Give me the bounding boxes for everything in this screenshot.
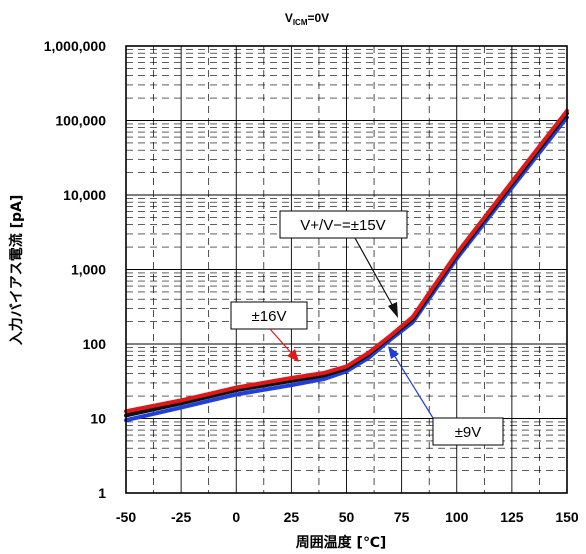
annotation-15v-label: V+/V−=±15V <box>300 217 385 234</box>
annotation-16v-arrowhead <box>287 349 299 362</box>
annotation-9v: ±9V <box>388 346 504 446</box>
x-tick-label: -25 <box>171 509 191 525</box>
annotation-9v-arrowhead <box>388 346 399 359</box>
annotation-15v-box <box>279 210 408 239</box>
x-tick-label: 150 <box>555 509 579 525</box>
x-tick-label: 25 <box>284 509 300 525</box>
y-tick-label: 1,000,000 <box>44 38 106 54</box>
chart-title-sub: ICM <box>293 18 308 27</box>
annotation-16v-arrow <box>269 328 295 357</box>
series-line-3 <box>124 108 569 414</box>
x-tick-label: 75 <box>394 509 410 525</box>
chart-title-tail: =0V <box>308 11 330 25</box>
annotation-9v-arrow <box>393 354 434 419</box>
annotation-9v-label: ±9V <box>455 424 482 441</box>
annotation-16v-label: ±16V <box>252 308 287 325</box>
annotation-15v-arrow <box>354 237 396 311</box>
y-tick-label: 1 <box>98 485 106 501</box>
y-tick-label: 10 <box>90 411 106 427</box>
annotation-15v: V+/V−=±15V <box>279 210 408 318</box>
plot-frame <box>125 45 568 494</box>
x-tick-label: 0 <box>232 509 240 525</box>
y-axis-title: 入力バイアス電流 [pA] <box>8 195 25 346</box>
y-tick-label: 100 <box>83 336 107 352</box>
series-layer <box>124 108 569 423</box>
annotation-16v: ±16V <box>230 301 308 362</box>
y-tick-labels: 1 10 100 1,000 10,000 100,000 1,000,000 <box>44 38 107 501</box>
x-tick-label: 100 <box>445 509 469 525</box>
annotation-16v-box <box>230 301 308 330</box>
annotation-9v-box <box>432 417 504 446</box>
x-tick-label: -50 <box>116 509 136 525</box>
chart-title-main: V <box>285 11 293 25</box>
x-tick-labels: -50 -25 0 25 50 75 100 125 150 <box>116 509 579 525</box>
y-tick-label: 10,000 <box>63 187 106 203</box>
y-tick-label: 1,000 <box>71 262 106 278</box>
chart-title: VICM=0V <box>285 11 329 27</box>
y-tick-label: 100,000 <box>55 113 106 129</box>
annotation-15v-arrowhead <box>388 302 398 318</box>
x-tick-label: 125 <box>500 509 524 525</box>
x-axis-title: 周囲温度 [℃] <box>296 534 387 551</box>
x-tick-label: 50 <box>339 509 355 525</box>
